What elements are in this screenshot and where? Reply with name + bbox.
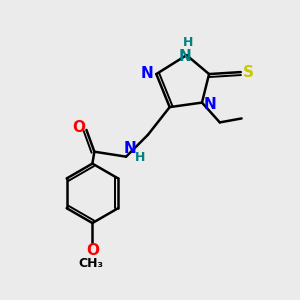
Text: N: N <box>124 141 136 156</box>
Text: H: H <box>135 151 145 164</box>
Text: H: H <box>183 36 194 49</box>
Text: N: N <box>141 66 154 81</box>
Text: CH₃: CH₃ <box>78 257 103 270</box>
Text: O: O <box>86 243 99 258</box>
Text: N: N <box>178 49 191 64</box>
Text: N: N <box>203 97 216 112</box>
Text: O: O <box>72 120 85 135</box>
Text: S: S <box>243 64 254 80</box>
